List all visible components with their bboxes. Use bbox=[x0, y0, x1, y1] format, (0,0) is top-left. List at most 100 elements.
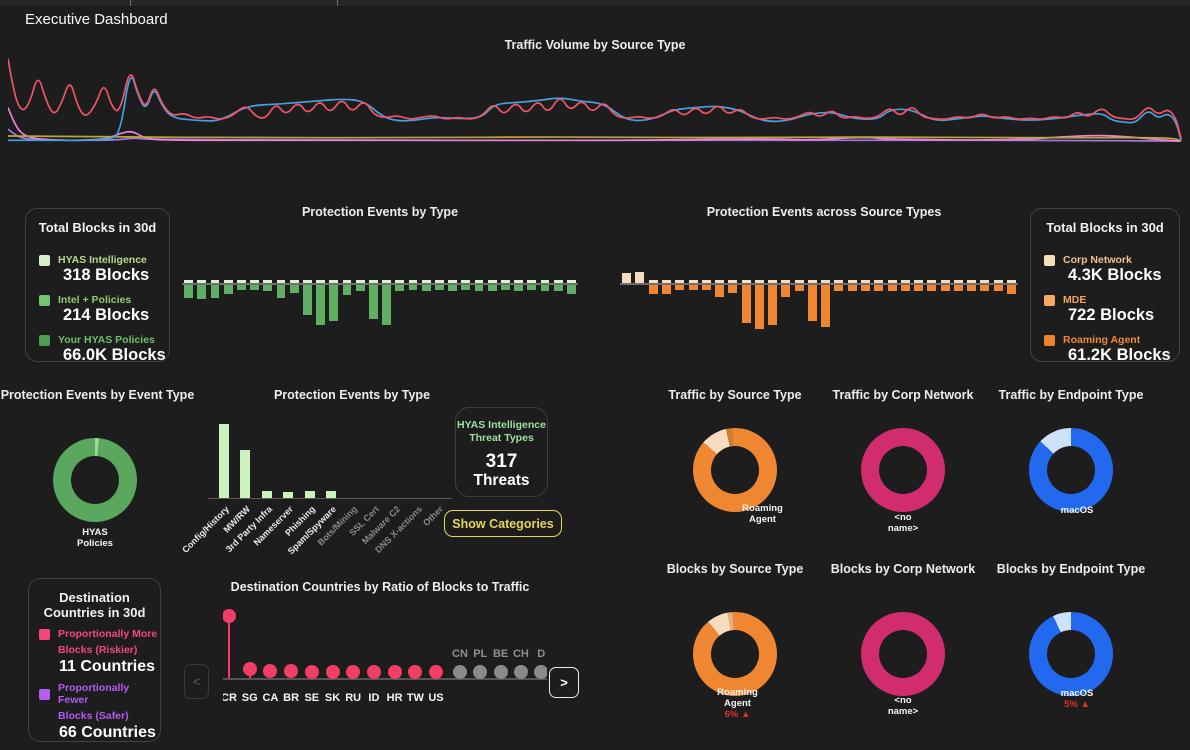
donut-caption: Roaming Agent bbox=[742, 503, 783, 525]
bar-up bbox=[382, 280, 392, 283]
lollipop-dot bbox=[429, 665, 443, 679]
bar-up bbox=[661, 280, 671, 283]
country-label: ID bbox=[368, 692, 380, 704]
blocks-by-corp-title: Blocks by Corp Network bbox=[830, 562, 976, 576]
bar-down bbox=[794, 285, 804, 291]
country-label: CR bbox=[223, 692, 237, 704]
bar-up bbox=[622, 273, 632, 283]
traffic-by-corp-title: Traffic by Corp Network bbox=[832, 388, 974, 402]
line-series bbox=[7, 135, 1182, 142]
bar-up bbox=[927, 280, 937, 283]
legend-value: 66 Countries bbox=[59, 724, 156, 741]
bar-down bbox=[197, 285, 207, 299]
donut-caption: macOS bbox=[1060, 505, 1094, 516]
bar-up bbox=[1006, 280, 1016, 283]
legend-swatch bbox=[39, 688, 50, 700]
next-page-button[interactable]: > bbox=[549, 667, 579, 698]
lollipop-dot bbox=[304, 665, 319, 679]
events-by-event-type-title: Protection Events by Event Type bbox=[0, 388, 195, 402]
bar-down bbox=[741, 285, 751, 323]
legend-value: 11 Countries bbox=[59, 658, 156, 675]
bar-up bbox=[461, 280, 471, 283]
legend-label: Corp Network bbox=[1063, 254, 1132, 266]
legend-item: Your HYAS Policies bbox=[39, 334, 169, 346]
bar-down bbox=[250, 285, 260, 290]
legend-swatch bbox=[39, 628, 50, 640]
lollipop-dot bbox=[223, 609, 236, 623]
bar-down bbox=[940, 285, 950, 291]
events-by-event-type-donut bbox=[53, 438, 137, 522]
dest-ratio-title: Destination Countries by Ratio of Blocks… bbox=[230, 580, 530, 594]
line-series bbox=[7, 107, 1182, 142]
bar-up bbox=[197, 280, 207, 283]
lollipop-dot-inactive bbox=[453, 665, 467, 679]
bar-up bbox=[329, 280, 339, 283]
donut-hole bbox=[71, 456, 119, 504]
bar-down bbox=[860, 285, 870, 291]
bar bbox=[261, 491, 272, 498]
legend-label: Blocks (Riskier) bbox=[58, 644, 138, 656]
destination-countries-card: Destination Countries in 30d Proportional… bbox=[28, 578, 161, 742]
bar-up bbox=[250, 280, 260, 283]
country-label-inactive: PL bbox=[473, 648, 488, 660]
prev-page-button[interactable]: < bbox=[184, 664, 209, 699]
legend-item: Proportionally More bbox=[39, 628, 160, 640]
delta-badge: 6% ▲ bbox=[724, 709, 751, 720]
bar-up bbox=[781, 280, 791, 283]
legend-value: 318 Blocks bbox=[63, 266, 150, 284]
legend-swatch bbox=[1044, 334, 1055, 346]
bar bbox=[219, 424, 229, 498]
bar-down bbox=[728, 285, 738, 293]
threat-card-line1: HYAS Intelligence bbox=[457, 419, 546, 431]
bar-down bbox=[527, 285, 537, 290]
traffic-by-source-title: Traffic by Source Type bbox=[668, 388, 802, 402]
bar-down bbox=[276, 285, 286, 298]
donut-hole bbox=[879, 630, 927, 678]
threat-types-card: HYAS Intelligence Threat Types 317 Threa… bbox=[455, 407, 548, 497]
bar-down bbox=[368, 285, 378, 319]
bar-up bbox=[474, 280, 484, 283]
bar-up bbox=[980, 280, 990, 283]
bar-down bbox=[302, 285, 312, 315]
axis-line bbox=[208, 498, 452, 499]
traffic-by-corp-donut bbox=[861, 428, 945, 512]
bar-down bbox=[675, 285, 685, 290]
bar-up bbox=[741, 280, 751, 283]
bar-up bbox=[302, 280, 312, 283]
legend-value: 214 Blocks bbox=[63, 306, 150, 324]
blocks-by-corp-donut bbox=[861, 612, 945, 696]
blocks-by-source-donut bbox=[693, 612, 777, 696]
bar-up bbox=[701, 280, 711, 283]
bar-up bbox=[368, 280, 378, 283]
legend-value: 722 Blocks bbox=[1068, 306, 1155, 324]
bar-up bbox=[794, 280, 804, 283]
bar-up bbox=[648, 280, 658, 283]
bar-down bbox=[421, 285, 431, 291]
legend-label: Intel + Policies bbox=[58, 294, 132, 306]
donut-caption: Roaming Agent 6% ▲ bbox=[685, 687, 790, 720]
legend-swatch bbox=[1044, 294, 1055, 306]
bar-up bbox=[527, 280, 537, 283]
bar-up bbox=[342, 280, 352, 283]
country-label: SG bbox=[241, 692, 258, 704]
country-label: HR bbox=[386, 692, 403, 704]
lollipop-dot bbox=[408, 665, 423, 679]
country-label-inactive: CH bbox=[512, 648, 529, 660]
donut-hole bbox=[711, 446, 759, 494]
bar-down bbox=[553, 285, 563, 291]
bar-up bbox=[993, 280, 1003, 283]
bar-up bbox=[553, 280, 563, 283]
dest-ratio-chart: CR SG CA BR SE SK RU ID HR TW US CN PL BE CH D bbox=[223, 600, 547, 712]
bar-up bbox=[807, 280, 817, 283]
axis-line bbox=[620, 283, 1018, 285]
bar-down bbox=[781, 285, 791, 297]
events-across-chart bbox=[620, 241, 1018, 329]
bar-down bbox=[874, 285, 884, 291]
bar-down bbox=[434, 285, 444, 290]
bar bbox=[240, 450, 251, 498]
show-categories-button[interactable]: Show Categories bbox=[444, 510, 562, 537]
bar bbox=[283, 492, 294, 498]
bar-up bbox=[540, 280, 550, 283]
legend-label: Your HYAS Policies bbox=[58, 334, 155, 346]
